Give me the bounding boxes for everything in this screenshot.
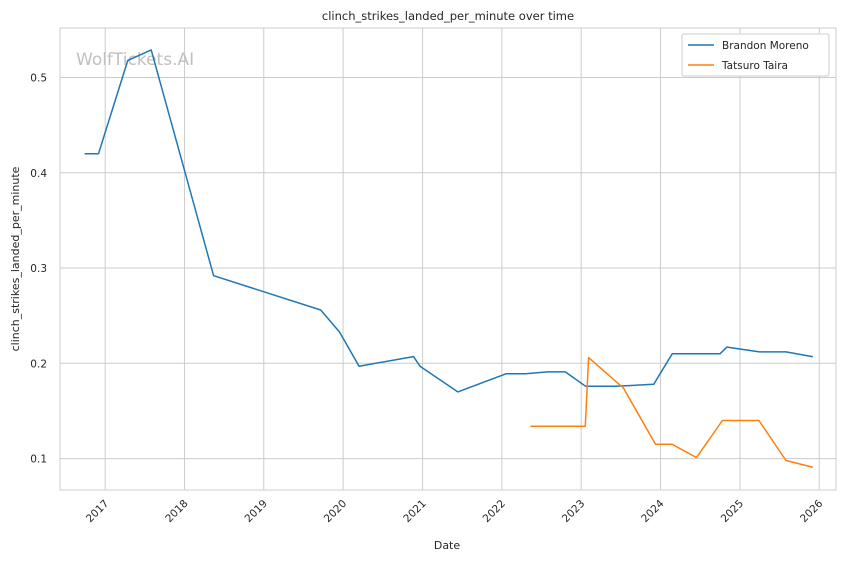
legend: Brandon Moreno Tatsuro Taira (681, 33, 830, 77)
plot-frame (59, 27, 837, 491)
y-tick-label: 0.2 (30, 358, 47, 370)
y-tick-labels: 0.1 0.2 0.3 0.4 0.5 (30, 73, 47, 466)
legend-label-2: Tatsuro Taira (721, 60, 788, 72)
y-tick-label: 0.4 (30, 168, 47, 180)
legend-label-1: Brandon Moreno (722, 40, 809, 52)
series-line-1 (84, 49, 814, 393)
series-line-2 (530, 356, 814, 468)
y-axis-label: clinch_strikes_landed_per_minute (9, 166, 22, 351)
watermark: WolfTickets.AI (76, 50, 194, 70)
grid (60, 28, 836, 490)
y-tick-label: 0.3 (30, 263, 47, 275)
y-tick-label: 0.1 (30, 454, 47, 466)
series-layer (84, 49, 814, 468)
x-axis-label: Date (434, 539, 461, 552)
chart-title: clinch_strikes_landed_per_minute over ti… (322, 9, 574, 23)
y-tick-label: 0.5 (30, 73, 47, 85)
legend-box (681, 33, 830, 77)
